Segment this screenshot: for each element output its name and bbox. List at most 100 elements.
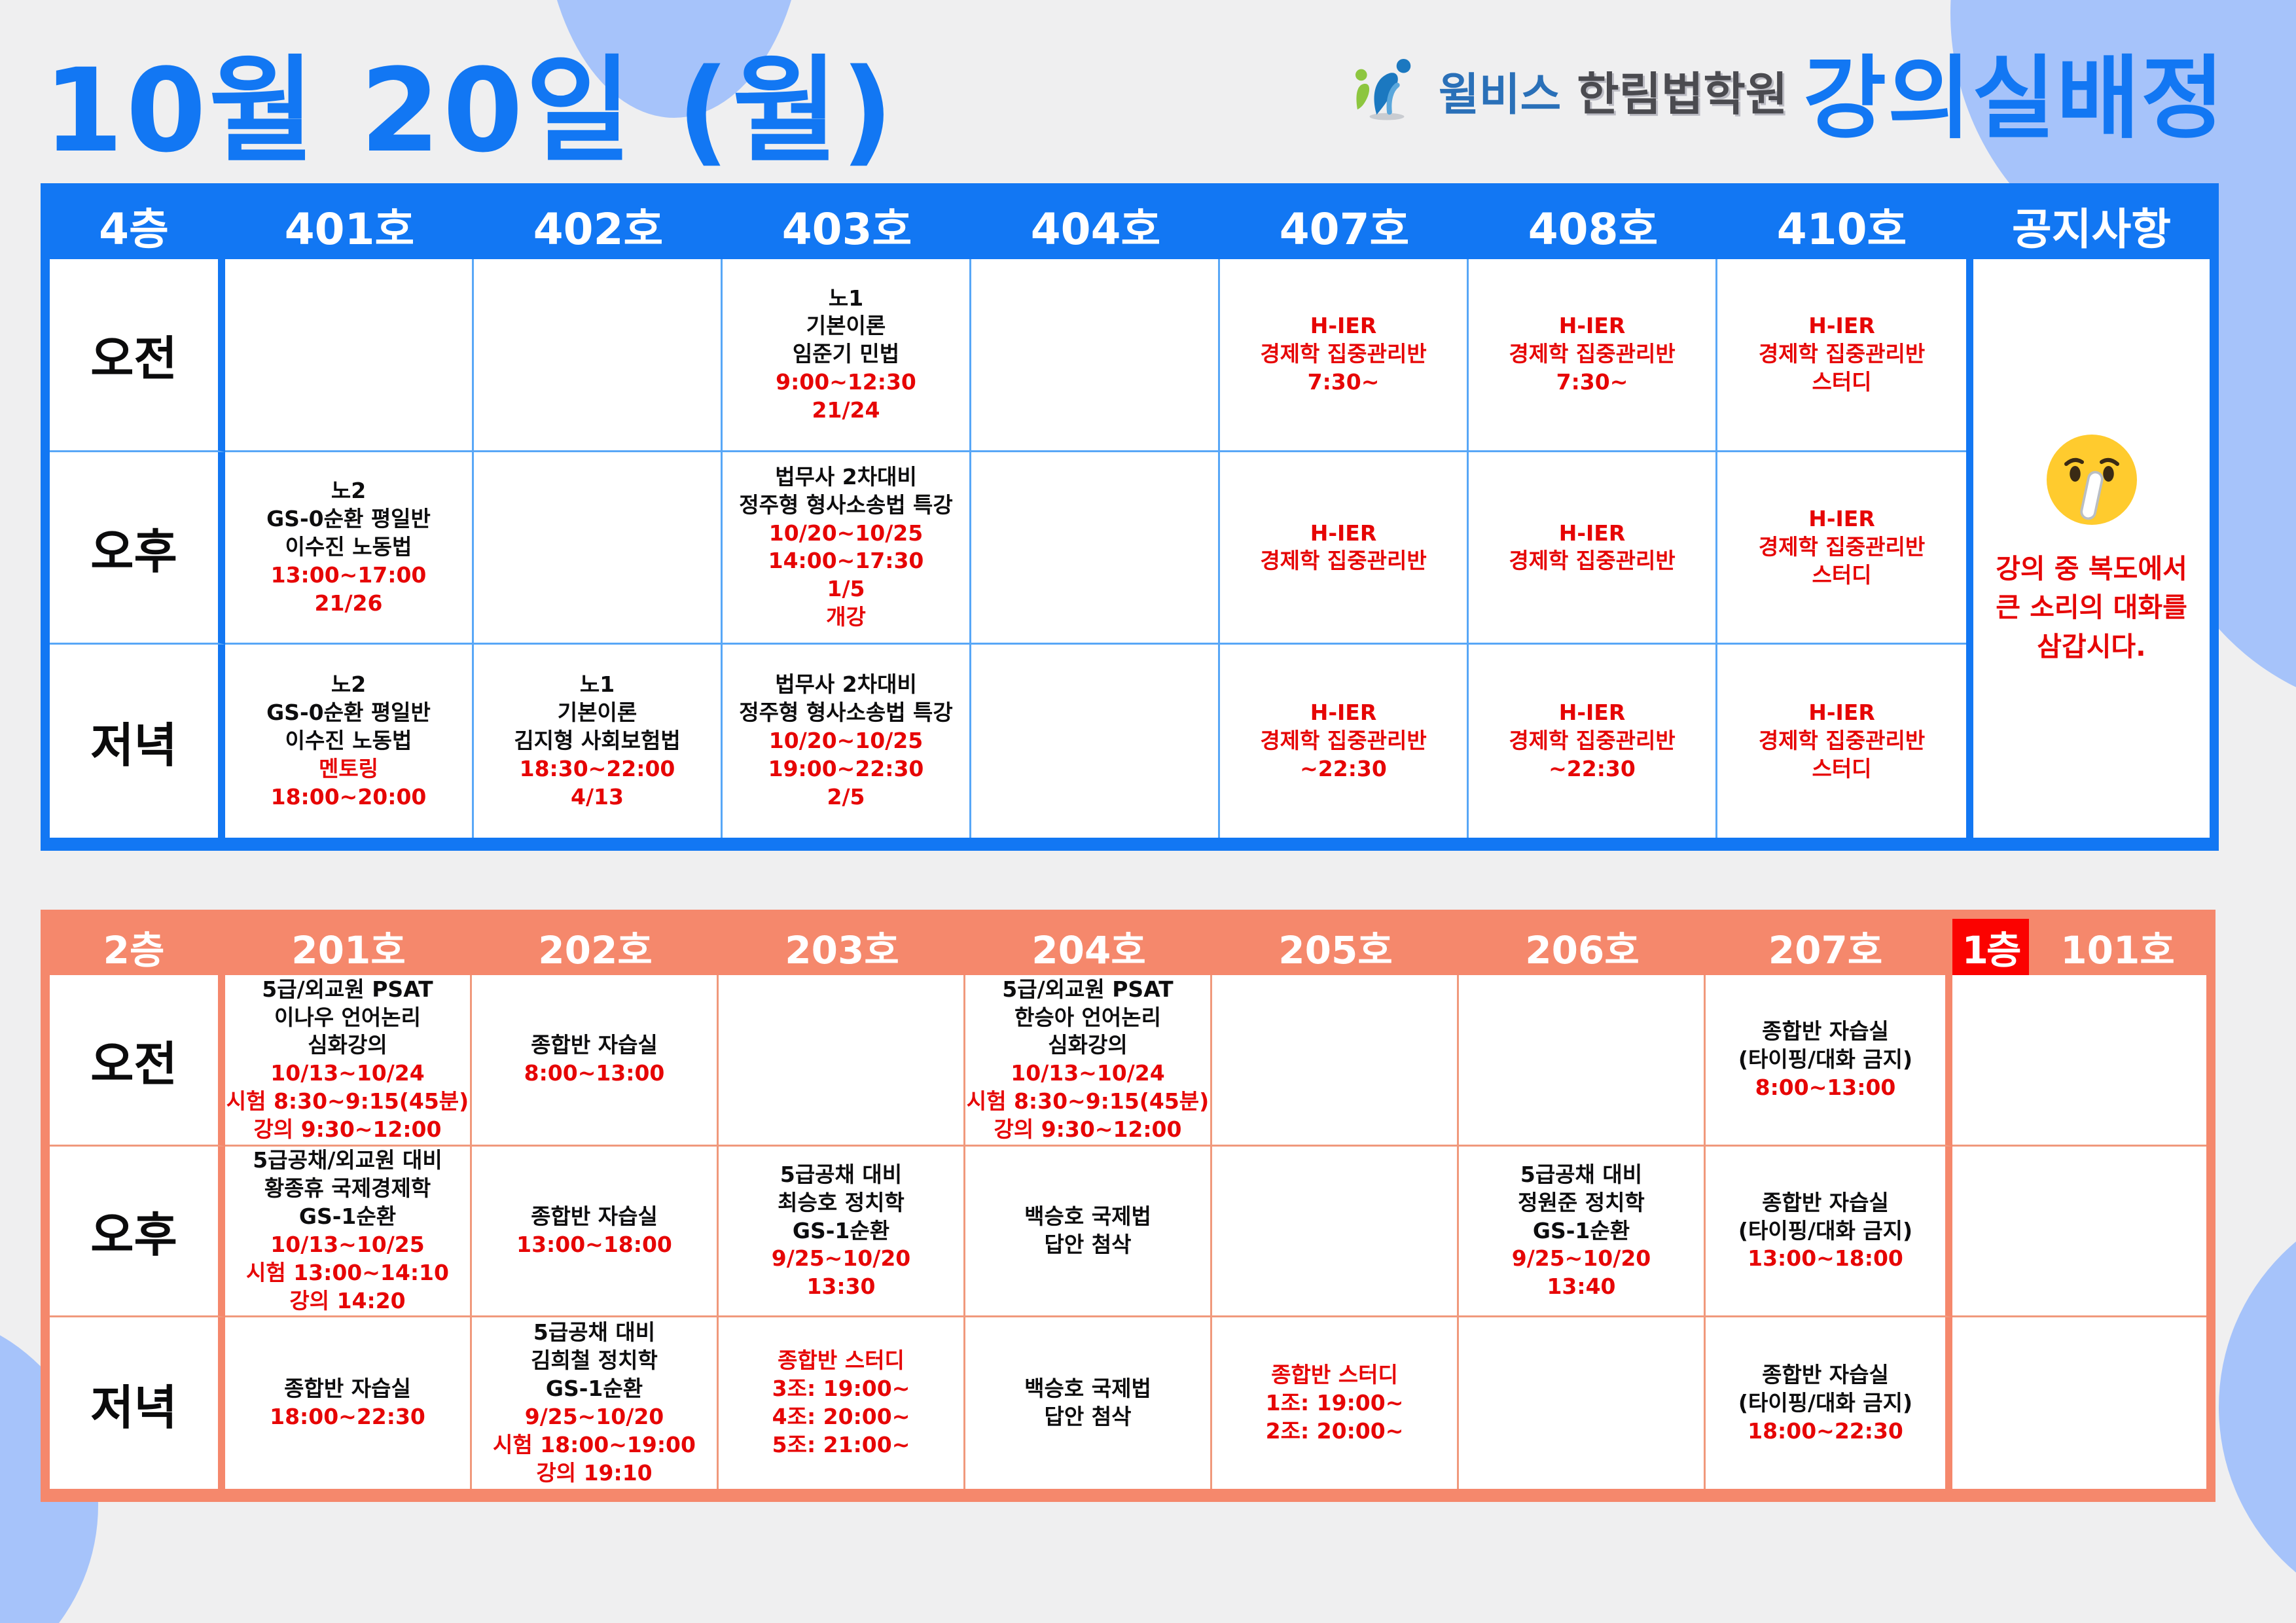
decor-circle-right-bottom <box>2219 1191 2296 1623</box>
floor2-cell-r1-204호: 백승호 국제법 답안 첨삭 <box>965 1146 1212 1318</box>
floor2-cell-r1-207호: 종합반 자습실 (타이핑/대화 금지) 13:00~18:00 <box>1706 1146 1952 1318</box>
floor4-cell-r1-410호: H-IER 경제학 집중관리반 스터디 <box>1717 452 1966 645</box>
schedule-line: 정원준 정치학 <box>1518 1189 1645 1215</box>
room-header-207호: 207호 <box>1706 919 1952 975</box>
schedule-line: 13:00~18:00 <box>1748 1245 1903 1272</box>
floor2-cell-r2-201호: 종합반 자습실 18:00~22:30 <box>225 1317 472 1489</box>
floor4-cell-r2-401호: 노2 GS-0순환 평일반 이수진 노동법 멘토링 18:00~20:00 <box>225 645 474 838</box>
schedule-line: 19:00~22:30 <box>768 756 924 782</box>
floor2-cell-r1-101호 <box>1952 1146 2206 1318</box>
schedule-line: 13:00~18:00 <box>516 1231 672 1257</box>
floor2-cell-r1-206호: 5급공채 대비 정원준 정치학 GS-1순환 9/25~10/20 13:40 <box>1459 1146 1706 1318</box>
floor4-cell-r2-402호: 노1 기본이론 김지형 사회보험법 18:30~22:00 4/13 <box>474 645 723 838</box>
floor2-cell-r0-207호: 종합반 자습실 (타이핑/대화 금지) 8:00~13:00 <box>1706 975 1952 1147</box>
schedule-line: 강의 9:30~12:00 <box>253 1116 442 1143</box>
room-header-404호: 404호 <box>971 192 1220 259</box>
schedule-line: 경제학 집중관리반 <box>1260 728 1427 754</box>
floor4-cell-r0-410호: H-IER 경제학 집중관리반 스터디 <box>1717 259 1966 452</box>
schedule-line: 강의 14:20 <box>289 1287 406 1313</box>
floor2-cell-r1-205호 <box>1212 1146 1459 1318</box>
schedule-line: (타이핑/대화 금지) <box>1738 1217 1913 1243</box>
notice-cell: 강의 중 복도에서 큰 소리의 대화를 삼갑시다. <box>1966 259 2210 838</box>
room-header-205호: 205호 <box>1212 919 1459 975</box>
schedule-line: 10/13~10/24 <box>1011 1060 1165 1086</box>
schedule-line: 김희철 정치학 <box>531 1347 658 1374</box>
schedule-line: 기본이론 <box>557 700 637 726</box>
floor2-cell-r1-202호: 종합반 자습실 13:00~18:00 <box>472 1146 719 1318</box>
schedule-line: 경제학 집중관리반 <box>1509 728 1676 754</box>
floor4-schedule-table: 4층 401호 402호 403호 404호 407호 408호 410호 공지사항 오전 노1 기본… <box>41 183 2219 851</box>
schedule-line: 4/13 <box>571 783 624 810</box>
floor2-cell-r0-101호 <box>1952 975 2206 1147</box>
schedule-line: 13:30 <box>806 1274 876 1300</box>
schedule-line: 스터디 <box>1812 756 1872 782</box>
shushing-face-icon <box>2043 431 2141 531</box>
schedule-line: GS-1순환 <box>1532 1217 1630 1243</box>
notice-header: 공지사항 <box>1966 192 2210 259</box>
schedule-line: 18:00~20:00 <box>270 783 427 810</box>
floor2-cell-r2-207호: 종합반 자습실 (타이핑/대화 금지) 18:00~22:30 <box>1706 1317 1952 1489</box>
schedule-line: 심화강의 <box>308 1032 387 1058</box>
schedule-line: 5급/외교원 PSAT <box>262 976 433 1002</box>
floor4-cell-r1-404호 <box>971 452 1220 645</box>
schedule-line: 시험 18:00~19:00 <box>493 1432 696 1458</box>
schedule-line: 10/13~10/25 <box>270 1232 425 1257</box>
schedule-line: 노1 <box>828 285 864 311</box>
room-header-410호: 410호 <box>1717 192 1966 259</box>
schedule-line: 21/26 <box>314 590 383 616</box>
schedule-line: H-IER <box>1558 520 1626 546</box>
page-title: 10월 20일 (월) <box>43 44 897 178</box>
schedule-line: 임준기 민법 <box>792 341 900 367</box>
schedule-line: 백승호 국제법 <box>1024 1376 1151 1402</box>
notice-line: 큰 소리의 대화를 <box>1996 592 2187 624</box>
floor4-cell-r1-408호: H-IER 경제학 집중관리반 <box>1469 452 1717 645</box>
floor4-cell-r2-407호: H-IER 경제학 집중관리반 ~22:30 <box>1220 645 1469 838</box>
floor2-cell-r0-201호: 5급/외교원 PSAT 이나우 언어논리 심화강의 10/13~10/24 시험 8:3… <box>225 975 472 1147</box>
floor2-cell-r2-202호: 5급공채 대비 김희철 정치학 GS-1순환 9/25~10/20 시험 18:00~1… <box>472 1317 719 1489</box>
schedule-line: H-IER <box>1310 313 1377 339</box>
schedule-line: 2/5 <box>827 783 865 810</box>
schedule-line: 5급/외교원 PSAT <box>1002 976 1174 1002</box>
schedule-line: 13:00~17:00 <box>270 562 427 588</box>
schedule-line: 강의 19:10 <box>536 1459 653 1486</box>
schedule-line: GS-0순환 평일반 <box>266 506 431 532</box>
schedule-line: 8:00~13:00 <box>1755 1074 1896 1100</box>
schedule-line: GS-1순환 <box>545 1376 643 1402</box>
schedule-line: 종합반 자습실 <box>1762 1361 1889 1387</box>
schedule-line: H-IER <box>1310 700 1377 726</box>
schedule-line: 답안 첨삭 <box>1044 1404 1132 1430</box>
floor2-row-label-1: 오후 <box>50 1146 225 1318</box>
room-header-204호: 204호 <box>965 919 1212 975</box>
schedule-line: GS-1순환 <box>298 1204 397 1230</box>
floor2-row-label-2: 저녁 <box>50 1317 225 1489</box>
schedule-line: H-IER <box>1310 520 1377 546</box>
schedule-line: ~22:30 <box>1300 756 1387 782</box>
room-header-402호: 402호 <box>474 192 723 259</box>
schedule-line: 5급공채 대비 <box>533 1319 656 1346</box>
schedule-line: GS-0순환 평일반 <box>266 700 431 726</box>
schedule-line: 8:00~13:00 <box>524 1060 665 1086</box>
floor4-cell-r0-404호 <box>971 259 1220 452</box>
schedule-line: 노2 <box>331 478 367 504</box>
floor4-cell-r1-402호 <box>474 452 723 645</box>
schedule-line: 18:00~22:30 <box>1748 1418 1903 1444</box>
floor2-cell-r2-204호: 백승호 국제법 답안 첨삭 <box>965 1317 1212 1489</box>
floor4-cell-r0-407호: H-IER 경제학 집중관리반 7:30~ <box>1220 259 1469 452</box>
schedule-line: 정주형 형사소송법 특강 <box>739 700 953 726</box>
floor2-label-header: 2층 <box>50 919 225 975</box>
schedule-line: 최승호 정치학 <box>778 1189 905 1215</box>
schedule-line: 경제학 집중관리반 <box>1509 341 1676 367</box>
schedule-line: 멘토링 <box>318 756 379 782</box>
schedule-line: 답안 첨삭 <box>1044 1231 1132 1257</box>
room-header-401호: 401호 <box>225 192 474 259</box>
floor2-cell-r2-206호 <box>1459 1317 1706 1489</box>
schedule-line: 종합반 자습실 <box>531 1204 658 1230</box>
schedule-line: H-IER <box>1558 313 1626 339</box>
room-header-206호: 206호 <box>1459 919 1706 975</box>
schedule-line: 강의 9:30~12:00 <box>994 1116 1182 1143</box>
schedule-line: 이나우 언어논리 <box>274 1004 421 1030</box>
schedule-line: 종합반 스터디 <box>1271 1361 1398 1387</box>
schedule-line: 9/25~10/20 <box>1511 1245 1651 1272</box>
schedule-line: 13:40 <box>1547 1274 1616 1300</box>
